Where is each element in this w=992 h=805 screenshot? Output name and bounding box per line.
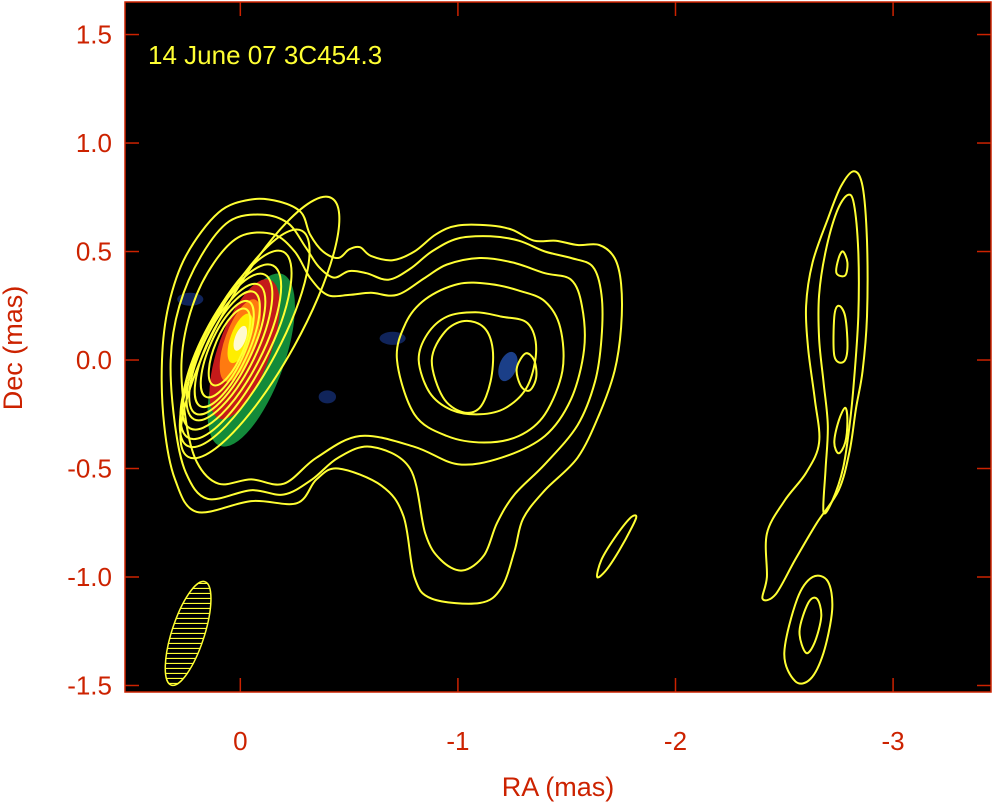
beam-outline [164,580,212,687]
intensity-blob [498,351,518,382]
contour-line [199,299,255,399]
x-tick-label: 0 [233,726,247,756]
x-tick-label: -2 [664,726,687,756]
contour-line [798,596,823,655]
contour-line [181,263,283,431]
contour-lines [160,170,869,685]
contour-line [207,307,252,387]
contour-line [783,574,834,685]
contour-line [832,304,849,364]
plot-frame [124,1,992,693]
contour-line [169,213,604,572]
x-axis-label: RA (mas) [502,772,615,802]
contour-line [395,281,565,444]
y-tick-label: -1.5 [67,670,112,700]
contour-line [515,352,538,392]
contour-line [193,290,261,409]
contour-line [188,282,267,416]
y-tick-label: -1.0 [67,562,112,592]
contour-line [160,197,623,605]
contour-line [430,319,495,414]
y-tick-label: 0.0 [76,345,112,375]
y-tick-label: 1.0 [76,128,112,158]
y-tick-label: 1.5 [76,20,112,50]
contour-line [761,170,869,602]
intensity-blob [318,390,337,404]
y-tick-label: -0.5 [67,454,112,484]
contour-line [185,272,274,422]
contour-line [180,231,586,486]
contour-line [596,514,638,579]
contour-line [817,193,860,515]
y-axis-label: Dec (mas) [0,286,28,411]
axes: 0 -1 -2 -3 1.5 1.0 0.5 0.0 -0.5 -1.0 -1.5 [67,2,991,756]
y-tick-label: 0.5 [76,237,112,267]
contour-line [417,311,538,416]
chart-annotation: 14 June 07 3C454.3 [148,40,382,70]
contour-line [835,250,849,278]
contour-line [833,406,849,455]
x-tick-label: -1 [446,726,469,756]
contour-line [179,195,341,460]
x-tick-label: -3 [882,726,905,756]
intensity-blob [233,325,248,351]
